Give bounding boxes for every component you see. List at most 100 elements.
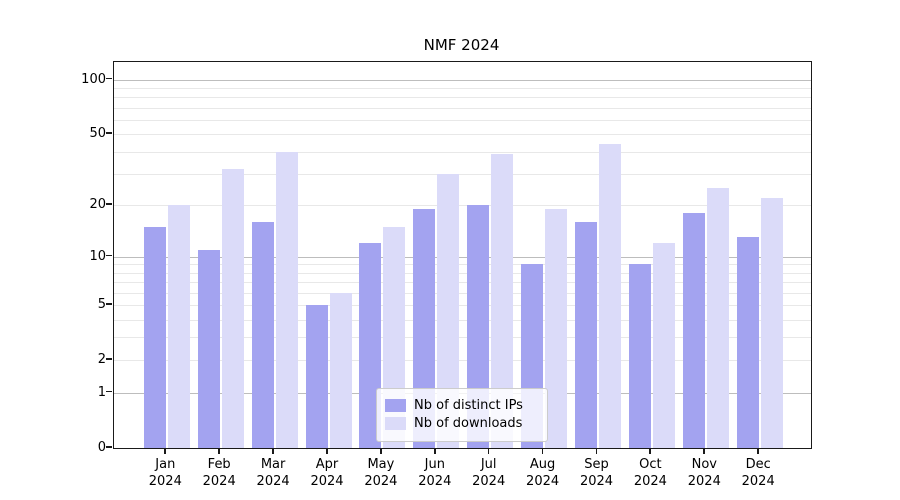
x-tick-mark	[595, 449, 598, 454]
legend-item-label: Nb of downloads	[414, 416, 523, 431]
gridline-minor	[114, 304, 811, 306]
y-tick-mark	[106, 446, 112, 448]
x-tick-year: 2024	[579, 474, 614, 489]
x-tick-month: Apr	[315, 457, 339, 472]
bar-distinct-ips-apr	[305, 304, 328, 448]
gridline-minor	[114, 292, 811, 294]
x-tick-mark	[164, 449, 167, 454]
x-tick-month: Nov	[691, 457, 717, 472]
bar-downloads-aug	[545, 208, 568, 448]
x-tick-year: 2024	[256, 474, 290, 489]
x-tick-month: May	[367, 457, 395, 472]
x-tick-mark	[757, 449, 759, 454]
x-tick-month: Jun	[424, 457, 445, 472]
gridline-major	[114, 256, 811, 258]
bar-downloads-oct	[652, 243, 675, 448]
gridline-minor	[114, 282, 811, 283]
gridline-minor	[114, 134, 811, 136]
x-tick-mark	[379, 449, 382, 454]
bar-distinct-ips-dec	[736, 237, 759, 448]
gridline-minor	[114, 119, 811, 121]
legend-item-label: Nb of distinct IPs	[414, 398, 523, 413]
x-tick-mark	[272, 449, 274, 454]
x-tick-year: 2024	[364, 474, 398, 489]
gridline-minor	[114, 173, 811, 175]
x-tick-year: 2024	[202, 474, 236, 489]
bar-downloads-jan	[167, 204, 190, 448]
y-tick-mark	[106, 132, 112, 134]
x-tick-year: 2024	[472, 474, 506, 489]
x-tick-mark	[433, 449, 436, 454]
gridline-minor	[114, 337, 811, 339]
x-tick-mark	[541, 449, 544, 454]
legend-item: Nb of distinct IPs	[385, 398, 539, 413]
bar-distinct-ips-mar	[251, 221, 274, 448]
bar-distinct-ips-jul	[467, 204, 490, 448]
y-tick-mark	[106, 254, 112, 257]
legend-item: Nb of downloads	[385, 416, 539, 431]
x-tick-year: 2024	[418, 474, 452, 489]
bar-downloads-feb	[221, 168, 244, 448]
y-tick-label: 5	[97, 296, 106, 312]
bar-downloads-nov	[706, 187, 729, 448]
y-tick-label: 2	[97, 352, 106, 368]
gridline-minor	[114, 151, 811, 153]
bar-downloads-apr	[329, 292, 352, 448]
x-tick-mark	[487, 449, 490, 454]
x-tick-label: Dec 2024	[728, 456, 788, 490]
bar-distinct-ips-nov	[682, 212, 705, 448]
y-tick-label: 0	[97, 440, 106, 455]
x-tick-label: Aug 2024	[513, 456, 573, 490]
x-tick-month: Jan	[155, 457, 176, 472]
x-tick-label: Nov 2024	[674, 456, 734, 490]
x-tick-label: Apr 2024	[297, 456, 357, 490]
gridline-minor	[114, 264, 811, 266]
bar-distinct-ips-oct	[628, 264, 651, 448]
x-tick-month: Oct	[639, 457, 662, 472]
x-tick-year: 2024	[148, 474, 182, 489]
gridline-minor	[114, 272, 811, 274]
bar-distinct-ips-jan	[143, 226, 166, 448]
y-tick-label: 50	[89, 126, 106, 142]
gridline-minor	[114, 97, 811, 99]
y-tick-label: 1	[97, 384, 106, 400]
y-tick-mark	[106, 202, 112, 205]
x-tick-label: May 2024	[351, 456, 411, 490]
x-tick-label: Jan 2024	[135, 456, 195, 490]
bar-downloads-jul	[491, 153, 514, 448]
gridline-minor	[114, 204, 811, 206]
x-tick-month: Aug	[529, 457, 556, 472]
bar-downloads-dec	[760, 197, 783, 448]
x-tick-month: Jul	[480, 457, 497, 472]
y-tick-mark	[106, 390, 112, 393]
legend: Nb of distinct IPs Nb of downloads	[376, 388, 548, 442]
y-tick-label: 10	[89, 248, 106, 264]
gridline-minor	[114, 107, 811, 109]
y-tick-mark	[106, 302, 112, 305]
x-tick-year: 2024	[687, 474, 721, 489]
x-tick-label: Sep 2024	[567, 456, 627, 490]
legend-swatch	[385, 417, 406, 430]
x-tick-label: Jul 2024	[459, 456, 519, 490]
x-tick-month: Dec	[745, 457, 771, 472]
gridline-minor	[114, 360, 811, 362]
x-tick-year: 2024	[741, 474, 775, 489]
chart-title: NMF 2024	[423, 36, 500, 54]
x-tick-year: 2024	[310, 474, 344, 489]
x-tick-year: 2024	[526, 474, 560, 489]
bar-downloads-mar	[275, 151, 298, 448]
x-tick-month: Feb	[207, 457, 231, 472]
bar-downloads-sep	[599, 144, 621, 448]
y-tick-label: 20	[89, 196, 106, 212]
x-tick-label: Jun 2024	[405, 456, 465, 490]
y-tick-mark	[106, 358, 112, 361]
y-tick-label: 100	[81, 71, 106, 87]
x-tick-mark	[218, 449, 220, 454]
gridline-minor	[114, 87, 811, 89]
legend-swatch	[385, 399, 406, 412]
x-tick-label: Feb 2024	[189, 456, 249, 490]
x-tick-month: Sep	[584, 457, 609, 472]
bar-distinct-ips-sep	[575, 221, 597, 448]
x-tick-label: Mar 2024	[243, 456, 303, 490]
y-tick-mark	[106, 77, 112, 80]
